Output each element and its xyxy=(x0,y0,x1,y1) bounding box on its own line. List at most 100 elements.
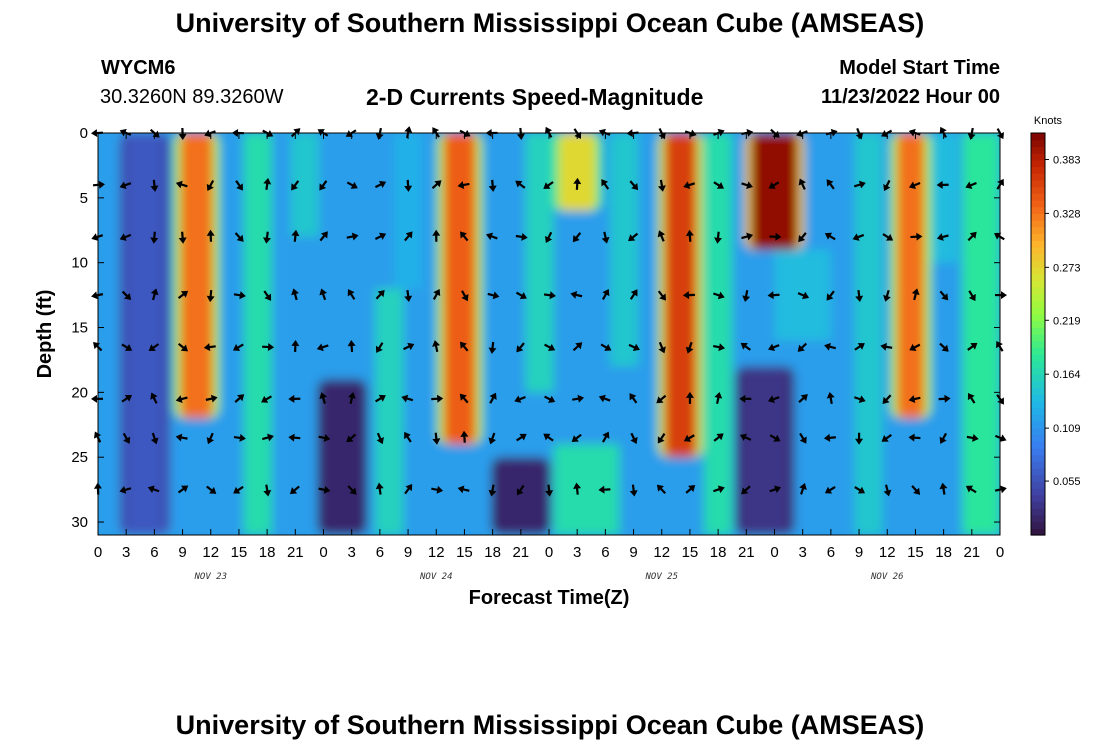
colorbar-segment xyxy=(1031,488,1045,496)
current-arrow xyxy=(855,289,864,303)
arrow-head xyxy=(911,288,920,296)
y-tick-label: 10 xyxy=(71,255,88,272)
arrow-head xyxy=(685,346,694,354)
arrow-head xyxy=(824,342,831,351)
current-arrow xyxy=(853,180,866,189)
current-arrow xyxy=(797,342,808,352)
arrow-head xyxy=(98,180,105,189)
current-arrow xyxy=(824,342,836,351)
current-arrow xyxy=(318,434,331,442)
current-arrow xyxy=(374,180,387,189)
arrow-head xyxy=(436,394,444,403)
current-arrow xyxy=(939,432,948,444)
current-arrow xyxy=(629,289,638,300)
station-coordinates: 30.3260N 89.3260W xyxy=(100,86,284,108)
current-arrow xyxy=(713,343,726,352)
arrow-head xyxy=(880,342,887,351)
current-arrow xyxy=(206,179,215,191)
current-arrow xyxy=(629,393,638,404)
current-arrow xyxy=(601,231,610,244)
x-tick-label: 3 xyxy=(348,544,356,561)
current-arrow xyxy=(714,231,722,244)
arrow-head xyxy=(969,231,977,239)
current-arrow xyxy=(288,433,301,442)
arrow-head xyxy=(459,393,467,401)
arrow-head xyxy=(658,346,666,354)
current-arrow xyxy=(713,485,725,494)
current-arrow xyxy=(854,343,865,351)
current-arrow xyxy=(374,232,387,240)
arrow-head xyxy=(968,293,976,302)
current-arrow xyxy=(404,179,413,192)
colorbar-segment xyxy=(1031,514,1045,523)
arrow-head xyxy=(345,130,353,137)
current-arrow xyxy=(824,232,836,241)
arrow-head xyxy=(147,485,155,494)
x-tick-label: 21 xyxy=(512,544,529,561)
arrow-head xyxy=(972,433,979,442)
current-arrow xyxy=(148,343,160,351)
arrow-head xyxy=(206,183,214,191)
arrow-head xyxy=(263,489,272,497)
x-tick-label: 0 xyxy=(770,544,778,561)
arrow-head xyxy=(492,291,500,300)
current-arrow xyxy=(459,393,469,404)
x-tick-label: 9 xyxy=(855,544,863,561)
current-arrow xyxy=(826,391,835,404)
arrow-head xyxy=(742,295,751,302)
colorbar-segment xyxy=(1031,367,1045,375)
arrow-head xyxy=(347,289,355,297)
current-arrow xyxy=(175,180,188,189)
arrow-head xyxy=(909,343,917,351)
arrow-head xyxy=(119,486,127,494)
arrow-head xyxy=(999,434,1007,442)
current-arrow xyxy=(657,290,667,301)
current-arrow xyxy=(119,486,132,494)
arrow-head xyxy=(883,183,891,192)
current-arrow xyxy=(797,291,810,300)
arrow-head xyxy=(967,392,975,401)
arrow-head xyxy=(434,180,442,188)
speed-band xyxy=(243,133,272,535)
current-arrow xyxy=(375,289,385,300)
arrow-head xyxy=(267,433,274,442)
arrow-head xyxy=(150,392,158,400)
arrow-head xyxy=(826,179,834,187)
current-arrow xyxy=(288,394,301,403)
colorbar-segment xyxy=(1031,220,1045,228)
arrow-head xyxy=(857,343,865,350)
current-arrow xyxy=(515,291,527,300)
arrow-head xyxy=(631,183,639,191)
speed-band xyxy=(962,133,1000,535)
arrow-head xyxy=(548,343,556,351)
current-arrow xyxy=(150,179,159,192)
current-arrow xyxy=(883,484,892,497)
colorbar-frame xyxy=(1030,132,1046,536)
current-arrow xyxy=(630,432,638,445)
colorbar-segment xyxy=(1031,273,1045,281)
current-arrow xyxy=(598,485,611,494)
current-arrow xyxy=(545,484,554,497)
model-start-label: Model Start Time xyxy=(839,57,1000,79)
current-arrow xyxy=(516,484,525,496)
date-label: NOV 23 xyxy=(193,572,227,582)
arrow-head xyxy=(347,339,356,347)
arrow-head xyxy=(404,431,411,440)
current-arrow xyxy=(683,181,696,189)
current-arrow xyxy=(739,394,752,403)
arrow-head xyxy=(855,295,864,303)
current-arrow xyxy=(601,179,610,190)
current-arrow xyxy=(122,432,131,444)
colorbar-segment xyxy=(1031,179,1045,188)
arrow-head xyxy=(210,394,218,403)
y-tick-label: 30 xyxy=(71,514,88,531)
current-arrow xyxy=(375,482,384,495)
colorbar-segment xyxy=(1031,468,1045,476)
current-arrow xyxy=(965,485,977,494)
arrow-head xyxy=(263,177,272,185)
arrow-head xyxy=(433,288,441,297)
colorbar-segment xyxy=(1031,206,1045,214)
speed-band xyxy=(929,133,958,263)
arrow-head xyxy=(881,435,889,442)
arrow-head xyxy=(936,180,943,189)
